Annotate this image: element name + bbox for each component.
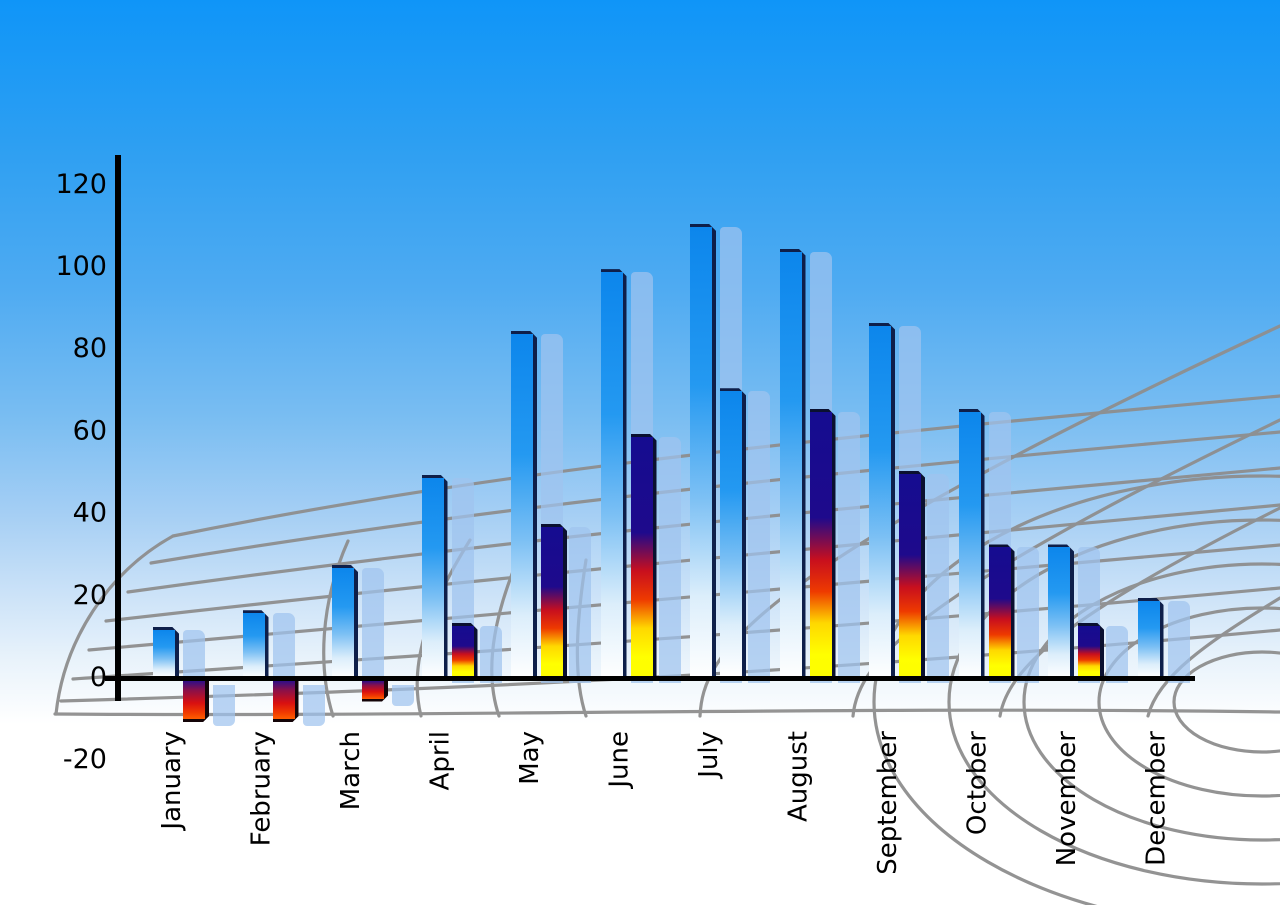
bar-shadow xyxy=(479,625,502,683)
secondary-bar-negative xyxy=(273,681,299,722)
primary-bar xyxy=(1138,598,1164,678)
secondary-bar-rainbow xyxy=(631,434,657,676)
bar-shadow xyxy=(748,391,770,683)
secondary-bar-rainbow xyxy=(452,623,478,676)
bar-shadow xyxy=(213,685,235,727)
bar-shadow xyxy=(658,436,681,683)
secondary-bar-rainbow xyxy=(541,524,567,676)
secondary-bar-rainbow xyxy=(899,471,925,677)
bar-shadow xyxy=(362,568,384,683)
secondary-bar-rainbow xyxy=(1078,623,1104,676)
primary-bar xyxy=(959,409,985,678)
primary-bar xyxy=(601,269,627,678)
primary-bar xyxy=(511,331,537,678)
bar-shadow xyxy=(302,685,325,727)
primary-bar xyxy=(1048,544,1074,678)
bar-shadow xyxy=(1106,625,1128,683)
y-axis-line xyxy=(115,155,121,701)
bar-shadow xyxy=(272,613,295,683)
primary-bar xyxy=(780,249,806,678)
secondary-bar-blue xyxy=(720,388,746,676)
primary-bar xyxy=(422,475,448,678)
secondary-bar-rainbow xyxy=(810,409,836,676)
primary-bar xyxy=(153,627,179,678)
secondary-bar-rainbow xyxy=(989,544,1015,676)
bar-shadow xyxy=(392,685,414,706)
bar-shadow xyxy=(837,411,860,683)
bar-shadow xyxy=(569,526,591,683)
primary-bar xyxy=(332,565,358,678)
secondary-bar-negative xyxy=(362,681,388,702)
primary-bar xyxy=(869,323,895,678)
bar-shadow xyxy=(183,629,205,683)
x-axis-baseline xyxy=(105,676,1195,681)
bar-shadow xyxy=(927,473,949,683)
primary-bar xyxy=(690,224,716,678)
primary-bar xyxy=(243,610,269,678)
bar-shadow xyxy=(1167,600,1190,683)
secondary-bar-negative xyxy=(183,681,209,722)
bar-shadow xyxy=(1016,547,1039,683)
